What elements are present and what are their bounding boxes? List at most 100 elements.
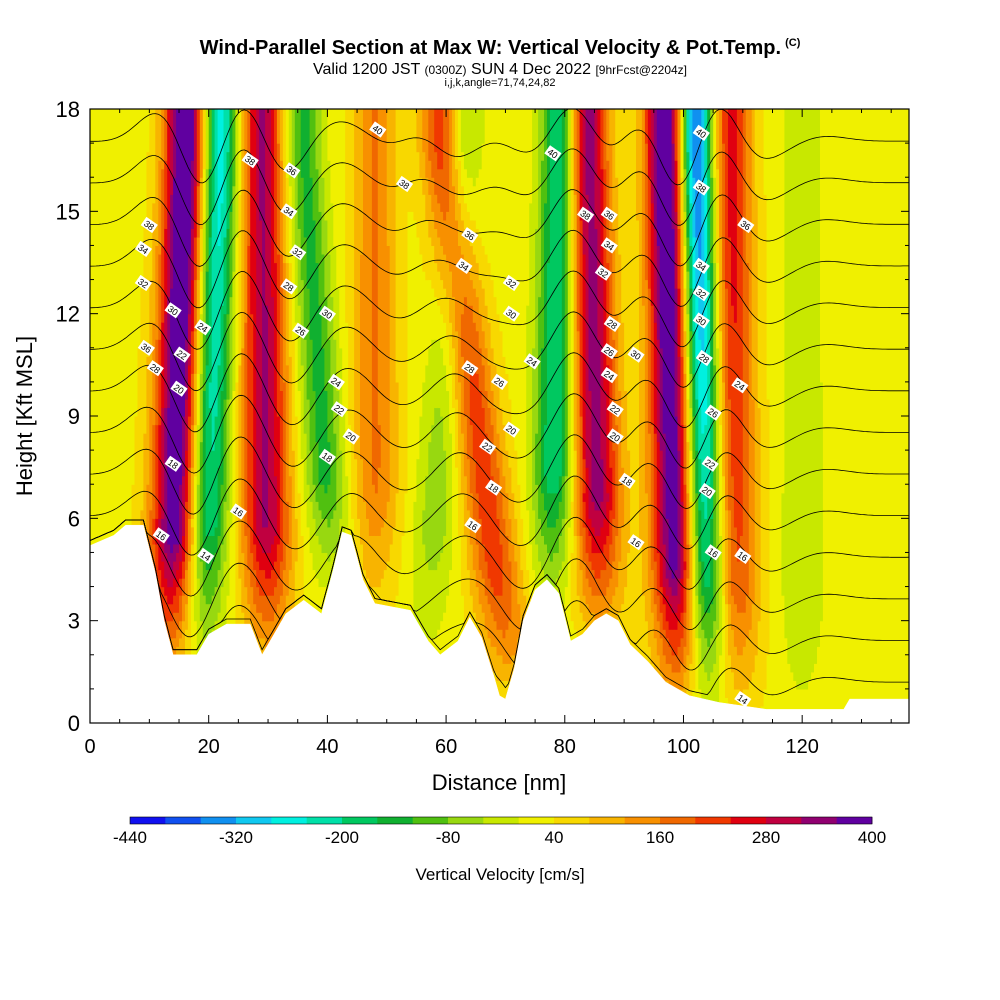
colorbar-swatch bbox=[483, 817, 519, 824]
velocity-cell bbox=[603, 569, 607, 596]
velocity-cell bbox=[487, 637, 492, 664]
velocity-cell bbox=[472, 109, 477, 187]
contour-label: 34 bbox=[600, 237, 618, 254]
contour-label: 16 bbox=[229, 503, 248, 520]
velocity-cell bbox=[647, 288, 652, 434]
x-tick-label: 80 bbox=[554, 736, 576, 758]
velocity-cell bbox=[579, 219, 584, 417]
velocity-cell bbox=[327, 561, 331, 596]
contour-label-bg bbox=[544, 145, 562, 162]
velocity-cell bbox=[265, 305, 269, 528]
velocity-cell bbox=[259, 219, 263, 545]
velocity-cell bbox=[164, 578, 168, 596]
velocity-cell bbox=[766, 654, 771, 723]
velocity-cell bbox=[674, 109, 679, 161]
velocity-cell bbox=[460, 219, 465, 255]
contour-label-text: 32 bbox=[290, 246, 304, 260]
colorbar-swatch bbox=[730, 817, 767, 824]
velocity-cell bbox=[179, 620, 183, 639]
velocity-cell bbox=[176, 612, 180, 630]
velocity-cell bbox=[552, 109, 557, 494]
velocity-cell bbox=[799, 109, 803, 690]
velocity-cell bbox=[460, 109, 465, 153]
contour-label-bg bbox=[330, 401, 348, 418]
velocity-cell bbox=[190, 160, 195, 229]
velocity-cell bbox=[731, 305, 735, 477]
velocity-cell bbox=[167, 561, 171, 588]
velocity-cell bbox=[256, 612, 260, 639]
velocity-cell bbox=[692, 458, 696, 502]
velocity-cell bbox=[161, 168, 165, 246]
velocity-cell bbox=[704, 586, 708, 613]
velocity-cell bbox=[377, 467, 382, 536]
velocity-cell bbox=[386, 245, 391, 502]
colorbar: -440 -320 -200 -80 40 160 280 400 bbox=[113, 816, 886, 847]
velocity-cell bbox=[265, 552, 269, 579]
contour-labels: 38 34 32 30 24 36 22 28 20 18 16 14 38 36 34 32 28 30 26 24… bbox=[134, 121, 755, 708]
velocity-cell bbox=[395, 109, 400, 383]
contour-label-bg bbox=[134, 240, 153, 258]
velocity-cell bbox=[710, 637, 714, 673]
velocity-cell bbox=[517, 484, 521, 545]
velocity-cell bbox=[279, 109, 284, 161]
velocity-cell bbox=[226, 509, 231, 596]
velocity-cell bbox=[413, 501, 417, 622]
velocity-cell bbox=[101, 109, 106, 723]
velocity-cell bbox=[523, 109, 527, 545]
velocity-cell bbox=[265, 595, 269, 622]
velocity-cell bbox=[428, 441, 432, 571]
velocity-cell bbox=[606, 586, 610, 613]
velocity-cell bbox=[330, 296, 334, 383]
velocity-cell bbox=[478, 313, 483, 349]
velocity-cell bbox=[466, 569, 471, 647]
velocity-cell bbox=[223, 398, 228, 502]
velocity-cell bbox=[656, 620, 661, 656]
velocity-cell bbox=[570, 271, 575, 502]
velocity-cell bbox=[487, 364, 492, 408]
velocity-cell bbox=[193, 185, 198, 238]
velocity-cell bbox=[199, 177, 204, 229]
velocity-cell bbox=[710, 262, 714, 409]
velocity-cell bbox=[312, 518, 317, 571]
velocity-cell bbox=[594, 552, 599, 579]
contour-label-text: 36 bbox=[285, 164, 299, 178]
velocity-cell bbox=[434, 228, 438, 264]
velocity-cell bbox=[327, 109, 331, 161]
velocity-cell bbox=[422, 194, 426, 272]
velocity-cell bbox=[193, 109, 198, 187]
velocity-cell bbox=[318, 543, 323, 588]
contour-label-text: 14 bbox=[198, 549, 212, 563]
velocity-cell bbox=[452, 347, 456, 409]
velocity-cell bbox=[600, 552, 604, 571]
velocity-cell bbox=[173, 595, 177, 613]
velocity-cell bbox=[170, 569, 174, 588]
velocity-cell bbox=[463, 109, 468, 170]
velocity-cell bbox=[327, 484, 331, 528]
velocity-cell bbox=[315, 168, 320, 264]
velocity-cell bbox=[695, 398, 699, 451]
velocity-cell bbox=[134, 109, 139, 417]
velocity-cell bbox=[463, 168, 468, 204]
velocity-cell bbox=[437, 109, 441, 170]
velocity-cell bbox=[214, 416, 219, 528]
velocity-cell bbox=[891, 109, 895, 723]
velocity-cell bbox=[205, 271, 210, 366]
velocity-cell bbox=[279, 390, 284, 562]
velocity-cell bbox=[463, 416, 468, 477]
velocity-cell bbox=[330, 109, 334, 204]
velocity-cell bbox=[187, 254, 192, 315]
velocity-cell bbox=[751, 671, 756, 723]
velocity-cell bbox=[579, 109, 584, 221]
velocity-cell bbox=[345, 109, 349, 323]
contour-label: 26 bbox=[292, 322, 310, 339]
velocity-cell bbox=[152, 322, 156, 426]
velocity-cell bbox=[152, 202, 156, 323]
y-tick-label: 9 bbox=[68, 404, 80, 429]
velocity-cell bbox=[419, 416, 423, 639]
velocity-cell bbox=[641, 109, 646, 306]
velocity-cell bbox=[413, 109, 417, 221]
contour-label: 16 bbox=[734, 547, 752, 565]
velocity-cell bbox=[300, 458, 305, 536]
velocity-cell bbox=[431, 424, 435, 571]
velocity-cell bbox=[306, 109, 311, 289]
